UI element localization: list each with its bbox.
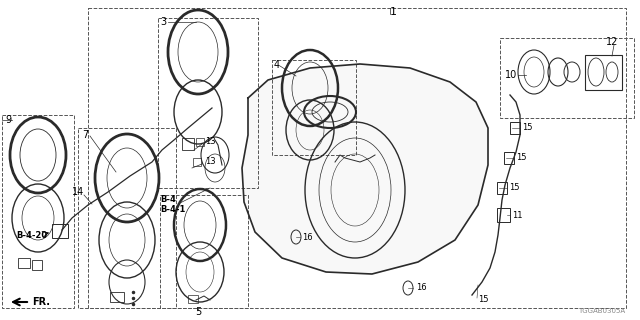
Text: 15: 15 bbox=[522, 124, 532, 132]
Text: B-4-20: B-4-20 bbox=[16, 230, 47, 239]
Text: 1: 1 bbox=[390, 7, 397, 17]
Text: 7: 7 bbox=[82, 130, 88, 140]
Text: 13: 13 bbox=[205, 157, 216, 166]
Text: 14: 14 bbox=[72, 187, 84, 197]
Text: TGGAB0305A: TGGAB0305A bbox=[578, 308, 625, 314]
Bar bbox=[158, 18, 258, 188]
Text: 3: 3 bbox=[160, 17, 166, 27]
Bar bbox=[585, 55, 622, 90]
Text: 11: 11 bbox=[512, 211, 522, 220]
Bar bbox=[510, 122, 520, 134]
Bar bbox=[504, 152, 514, 164]
Bar bbox=[78, 128, 176, 308]
Text: 4: 4 bbox=[274, 60, 280, 70]
Text: 15: 15 bbox=[478, 295, 488, 305]
Polygon shape bbox=[242, 64, 488, 274]
Text: 9: 9 bbox=[5, 115, 11, 125]
Bar bbox=[32, 260, 42, 270]
Bar bbox=[188, 295, 198, 303]
Bar bbox=[193, 158, 201, 166]
Bar bbox=[497, 182, 507, 194]
Bar bbox=[160, 195, 248, 308]
Bar bbox=[497, 208, 510, 222]
Text: 15: 15 bbox=[509, 183, 520, 193]
Bar bbox=[52, 224, 68, 238]
Text: 12: 12 bbox=[606, 37, 618, 47]
Text: 16: 16 bbox=[416, 284, 427, 292]
Text: FR.: FR. bbox=[32, 297, 50, 307]
Bar bbox=[88, 8, 626, 308]
Text: 5: 5 bbox=[195, 307, 201, 317]
Text: B-4: B-4 bbox=[160, 196, 176, 204]
Bar bbox=[182, 138, 194, 150]
Text: 15: 15 bbox=[516, 154, 527, 163]
Bar bbox=[272, 60, 356, 155]
Bar bbox=[110, 292, 124, 302]
Text: 16: 16 bbox=[302, 233, 312, 242]
Bar bbox=[196, 138, 204, 146]
Bar bbox=[500, 38, 634, 118]
Bar bbox=[18, 258, 30, 268]
Bar bbox=[2, 115, 74, 308]
Text: 10: 10 bbox=[505, 70, 517, 80]
Text: B-4-1: B-4-1 bbox=[160, 205, 186, 214]
Text: 13: 13 bbox=[205, 138, 216, 147]
